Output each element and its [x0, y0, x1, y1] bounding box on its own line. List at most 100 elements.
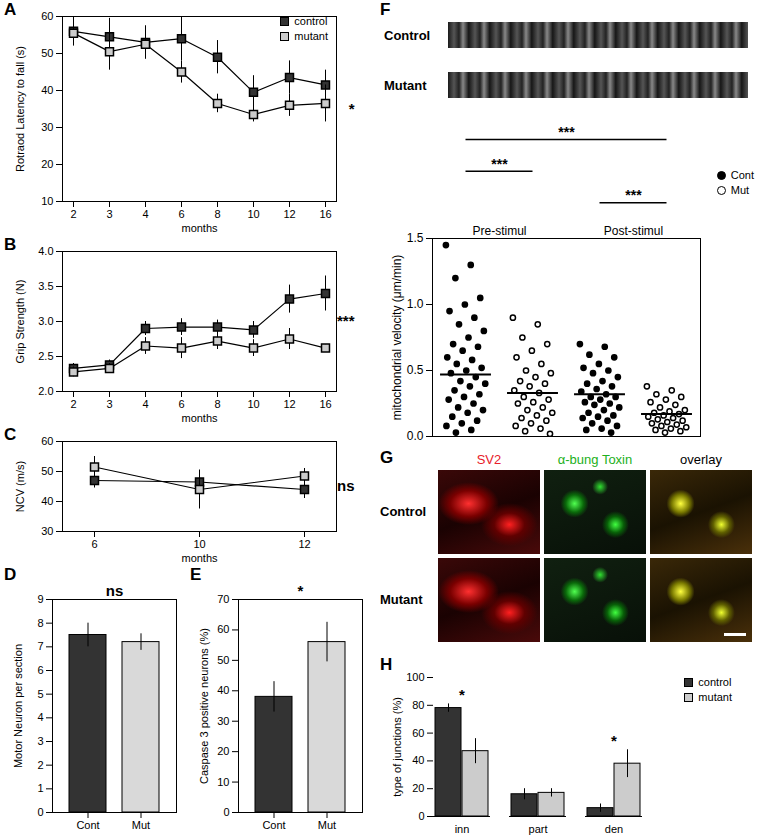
html-text:Control: Control [380, 504, 427, 519]
svg-text:0.0: 0.0 [407, 429, 424, 443]
svg-text:ns: ns [337, 477, 355, 494]
svg-text:60: 60 [412, 727, 424, 739]
svg-text:0.5: 0.5 [407, 363, 424, 377]
svg-text:30: 30 [41, 525, 53, 537]
svg-text:60: 60 [217, 623, 229, 635]
svg-text:Grip Strength (N): Grip Strength (N) [14, 280, 26, 364]
svg-text:40: 40 [41, 84, 53, 96]
svg-text:4: 4 [142, 208, 148, 220]
html-text:overlay: overlay [680, 452, 722, 467]
svg-text:den: den [605, 823, 623, 835]
svg-text:***: *** [491, 156, 508, 172]
svg-text:10: 10 [193, 538, 205, 550]
svg-text:months: months [181, 552, 218, 564]
svg-text:ns: ns [106, 582, 124, 599]
svg-text:3: 3 [37, 735, 43, 747]
svg-text:3.5: 3.5 [38, 280, 53, 292]
svg-text:1.0: 1.0 [407, 297, 424, 311]
svg-text:6: 6 [178, 208, 184, 220]
svg-text:50: 50 [41, 465, 53, 477]
svg-text:2: 2 [70, 208, 76, 220]
svg-text:3.0: 3.0 [38, 315, 53, 327]
svg-text:0: 0 [37, 806, 43, 818]
svg-text:6: 6 [178, 398, 184, 410]
html-text:Mutant: Mutant [384, 77, 427, 93]
svg-text:*: * [459, 686, 465, 703]
svg-text:3: 3 [106, 398, 112, 410]
svg-text:NCV (m/s): NCV (m/s) [14, 461, 26, 512]
svg-text:20: 20 [412, 782, 424, 794]
svg-text:6: 6 [37, 664, 43, 676]
svg-text:inn: inn [455, 823, 470, 835]
svg-text:months: months [181, 222, 218, 234]
svg-text:100: 100 [406, 671, 424, 683]
svg-text:4: 4 [37, 711, 43, 723]
svg-text:3: 3 [106, 208, 112, 220]
svg-text:30: 30 [41, 121, 53, 133]
svg-text:60: 60 [41, 10, 53, 22]
html-text:G: G [380, 448, 394, 467]
svg-text:part: part [529, 823, 548, 835]
svg-text:40: 40 [412, 754, 424, 766]
svg-text:1: 1 [37, 782, 43, 794]
svg-text:Mut: Mut [132, 819, 150, 831]
svg-text:2: 2 [37, 759, 43, 771]
svg-text:0: 0 [223, 806, 229, 818]
svg-text:***: *** [337, 312, 355, 329]
svg-text:Cont: Cont [76, 819, 99, 831]
svg-text:8: 8 [37, 617, 43, 629]
svg-text:0: 0 [418, 810, 424, 822]
svg-text:10: 10 [217, 776, 229, 788]
svg-text:20: 20 [41, 158, 53, 170]
svg-text:5: 5 [37, 688, 43, 700]
svg-text:40: 40 [217, 684, 229, 696]
svg-text:4: 4 [142, 398, 148, 410]
svg-text:*: * [349, 100, 355, 117]
svg-text:20: 20 [217, 745, 229, 757]
svg-text:2.0: 2.0 [38, 385, 53, 397]
svg-text:80: 80 [412, 699, 424, 711]
svg-text:***: *** [625, 187, 642, 203]
svg-text:Post-stimul: Post-stimul [604, 224, 663, 238]
svg-text:8: 8 [214, 208, 220, 220]
html-text:Mutant: Mutant [380, 592, 423, 607]
html-text:α-bung Toxin: α-bung Toxin [557, 452, 633, 467]
html-text:SV2: SV2 [476, 452, 502, 467]
svg-text:Pre-stimul: Pre-stimul [472, 224, 526, 238]
svg-text:*: * [298, 582, 304, 599]
svg-text:12: 12 [298, 538, 310, 550]
svg-text:Motor Neuron per section: Motor Neuron per section [12, 644, 24, 768]
html-text:A: A [4, 0, 17, 19]
svg-text:7: 7 [37, 640, 43, 652]
svg-text:***: *** [558, 124, 575, 140]
svg-text:mitochondrial velocity (μm/min: mitochondrial velocity (μm/min) [390, 255, 404, 421]
svg-text:Rotraod Latency to fall (s): Rotraod Latency to fall (s) [14, 46, 26, 172]
svg-text:9: 9 [37, 593, 43, 605]
svg-text:1.5: 1.5 [407, 231, 424, 245]
svg-text:60: 60 [41, 435, 53, 447]
svg-text:*: * [611, 732, 617, 749]
svg-text:16: 16 [319, 398, 331, 410]
svg-text:6: 6 [91, 538, 97, 550]
svg-text:4.0: 4.0 [38, 245, 53, 257]
svg-text:30: 30 [217, 715, 229, 727]
svg-text:Mut: Mut [318, 819, 336, 831]
svg-text:10: 10 [41, 195, 53, 207]
svg-text:50: 50 [41, 47, 53, 59]
svg-text:40: 40 [41, 495, 53, 507]
svg-text:12: 12 [283, 208, 295, 220]
html-text:Control: Control [384, 27, 431, 43]
svg-text:2: 2 [70, 398, 76, 410]
svg-text:50: 50 [217, 654, 229, 666]
svg-text:16: 16 [319, 208, 331, 220]
svg-text:Caspase 3 positive neurons (%): Caspase 3 positive neurons (%) [198, 628, 210, 784]
svg-text:10: 10 [247, 208, 259, 220]
svg-text:type of junctions (%): type of junctions (%) [391, 697, 403, 797]
svg-text:70: 70 [217, 593, 229, 605]
svg-text:10: 10 [247, 398, 259, 410]
svg-text:Cont: Cont [262, 819, 285, 831]
svg-text:months: months [181, 412, 218, 424]
svg-text:12: 12 [283, 398, 295, 410]
svg-text:8: 8 [214, 398, 220, 410]
svg-text:2.5: 2.5 [38, 350, 53, 362]
